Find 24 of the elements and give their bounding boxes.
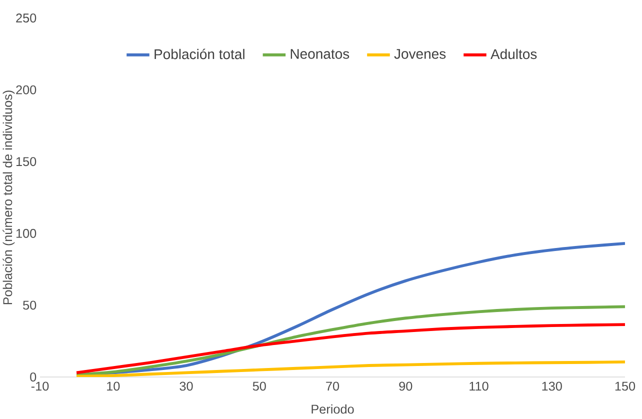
legend-label: Neonatos	[290, 49, 350, 59]
legend-label: Población total	[154, 48, 244, 60]
y-tick-label: 150	[16, 157, 36, 166]
x-tick-label: 90	[399, 382, 412, 391]
x-tick-label: 70	[326, 382, 340, 391]
x-tick-label: 130	[542, 382, 562, 391]
line-series	[75, 360, 626, 378]
x-tick-label: 30	[180, 382, 193, 391]
x-tick-label: 50	[252, 382, 266, 391]
x-tick-label: 150	[615, 382, 636, 391]
y-axis-title: Población (número total de individuos)	[2, 90, 15, 304]
legend-label: Jovenes	[394, 49, 446, 59]
y-tick-label: 0	[30, 372, 36, 382]
y-tick-label: 100	[16, 228, 36, 238]
x-tick-label: 10	[107, 382, 120, 391]
x-axis-title: Periodo	[312, 404, 354, 414]
x-tick-label: 110	[470, 382, 488, 391]
y-tick-label: 50	[23, 300, 36, 310]
y-tick-label: 200	[16, 85, 36, 94]
y-tick-label: 250	[16, 14, 36, 22]
line-series	[75, 323, 626, 374]
line-series	[75, 305, 626, 376]
legend-label: Adultos	[490, 48, 537, 60]
x-tick-label: -10	[31, 382, 49, 391]
